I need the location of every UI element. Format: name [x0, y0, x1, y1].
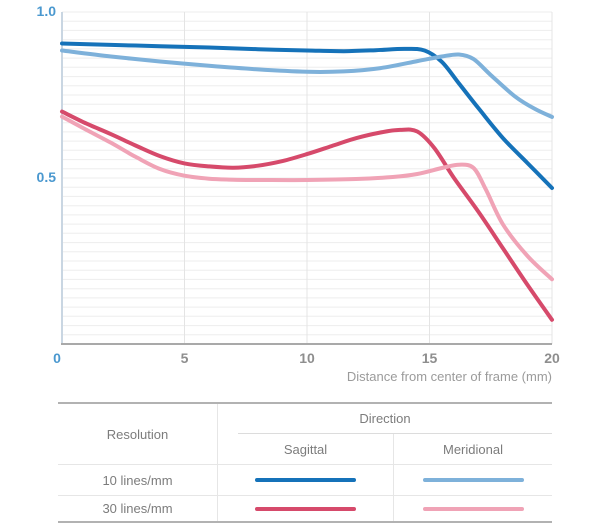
- legend-table-header: Resolution Direction Sagittal Meridional: [58, 404, 552, 465]
- x-axis-caption: Distance from center of frame (mm): [347, 369, 552, 384]
- sagittal-header: Sagittal: [218, 434, 394, 464]
- direction-underline: [238, 433, 552, 434]
- table-row-30-lines: 30 lines/mm: [58, 495, 552, 521]
- table-row-10-lines: 10 lines/mm: [58, 465, 552, 495]
- curve-30-lines-mm-meridional: [60, 114, 554, 282]
- cell-10-meridional: [394, 465, 552, 495]
- cell-30-sagittal: [218, 496, 394, 521]
- swatch-10-meridional: [422, 478, 524, 482]
- x-tick-label-10: 10: [299, 350, 315, 366]
- direction-subheaders: Sagittal Meridional: [218, 434, 552, 464]
- x-tick-label-5: 5: [181, 350, 189, 366]
- mtf-chart: 1.0 0.5 0 5 10 15 20 Distance from center of fr…: [37, 3, 560, 384]
- direction-header: Direction: [359, 411, 411, 426]
- resolution-header: Resolution: [58, 404, 218, 464]
- swatch-10-sagittal: [255, 478, 356, 482]
- swatch-30-sagittal: [255, 506, 356, 511]
- meridional-header: Meridional: [443, 441, 503, 457]
- cell-10-sagittal: [218, 465, 394, 495]
- curve-10-lines-mm-meridional: [60, 48, 554, 119]
- resolution-10-label: 10 lines/mm: [58, 465, 218, 495]
- curve-30-lines-mm-sagittal: [60, 109, 554, 322]
- resolution-30-label: 30 lines/mm: [58, 496, 218, 521]
- x-tick-label-20: 20: [544, 350, 560, 366]
- x-tick-label-15: 15: [422, 350, 438, 366]
- y-tick-label-1.0: 1.0: [37, 3, 57, 19]
- swatch-30-meridional: [422, 506, 524, 511]
- y-tick-label-0.5: 0.5: [37, 169, 57, 185]
- mtf-chart-canvas: 1.0 0.5 0 5 10 15 20 Distance from center of fr…: [37, 3, 560, 384]
- x-tick-label-0: 0: [53, 350, 61, 366]
- legend-table: Resolution Direction Sagittal Meridional…: [58, 402, 552, 523]
- curve-10-lines-mm-sagittal: [60, 41, 554, 190]
- cell-30-meridional: [394, 496, 552, 521]
- direction-header-group: Direction Sagittal Meridional: [218, 404, 552, 464]
